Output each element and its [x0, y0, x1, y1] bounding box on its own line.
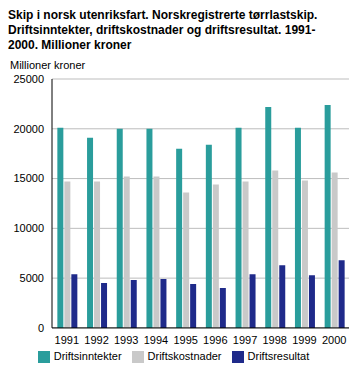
html-text:Driftsresultat: Driftsresultat: [247, 349, 310, 362]
html-text:Millioner kroner: Millioner kroner: [10, 59, 86, 71]
svg-text:1994: 1994: [144, 334, 168, 346]
svg-text:1991: 1991: [55, 334, 79, 346]
svg-text:1995: 1995: [173, 334, 197, 346]
svg-text:0: 0: [38, 322, 44, 334]
svg-text:25000: 25000: [13, 73, 44, 85]
svg-text:15000: 15000: [13, 172, 44, 184]
svg-text:2000: 2000: [322, 334, 346, 346]
svg-text:1993: 1993: [114, 334, 138, 346]
svg-text:1996: 1996: [203, 334, 227, 346]
html-text:Driftskostnader: Driftskostnader: [147, 349, 222, 362]
svg-text:5000: 5000: [20, 272, 44, 284]
html-text:Driftsinntekter: Driftsinntekter: [53, 349, 122, 362]
svg-text:1998: 1998: [263, 334, 287, 346]
svg-text:1999: 1999: [292, 334, 316, 346]
svg-text:10000: 10000: [13, 222, 44, 234]
html-text:Skip i norsk utenriksfart. Nor: Skip i norsk utenriksfart. Norskregistre…: [8, 8, 318, 52]
svg-text:1997: 1997: [233, 334, 257, 346]
svg-text:20000: 20000: [13, 123, 44, 135]
svg-text:1992: 1992: [84, 334, 108, 346]
